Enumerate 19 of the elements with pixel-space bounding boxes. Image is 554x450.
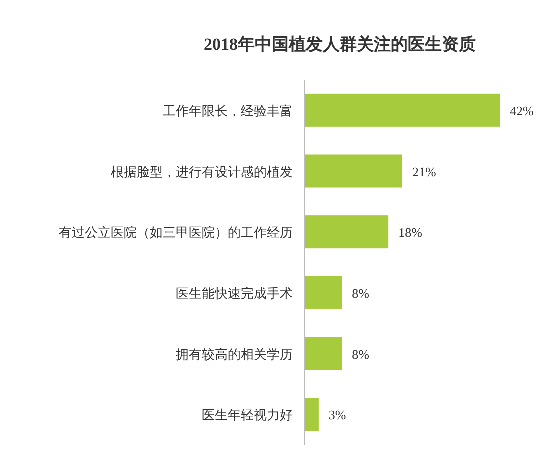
data-label: 8% [352, 286, 370, 301]
data-label: 21% [412, 164, 436, 180]
y-tick-label: 医生能快速完成手术 [176, 286, 293, 301]
chart-title: 2018年中国植发人群关注的医生资质 [204, 35, 476, 54]
bar [305, 276, 342, 310]
data-label: 42% [510, 103, 534, 118]
bar [305, 216, 389, 249]
y-tick-label: 根据脸型，进行有设计感的植发 [111, 164, 293, 180]
data-label: 18% [398, 225, 423, 240]
y-tick-label: 工作年限长，经验丰富 [163, 103, 293, 118]
bar [305, 398, 319, 432]
data-label: 3% [328, 408, 346, 423]
bar [305, 94, 500, 127]
bar [305, 337, 342, 370]
data-label: 8% [352, 346, 370, 362]
y-tick-label: 有过公立医院（如三甲医院）的工作经历 [59, 225, 293, 240]
y-tick-label: 医生年轻视力好 [202, 408, 293, 423]
bar [305, 154, 402, 188]
y-tick-label: 拥有较高的相关学历 [176, 346, 293, 362]
